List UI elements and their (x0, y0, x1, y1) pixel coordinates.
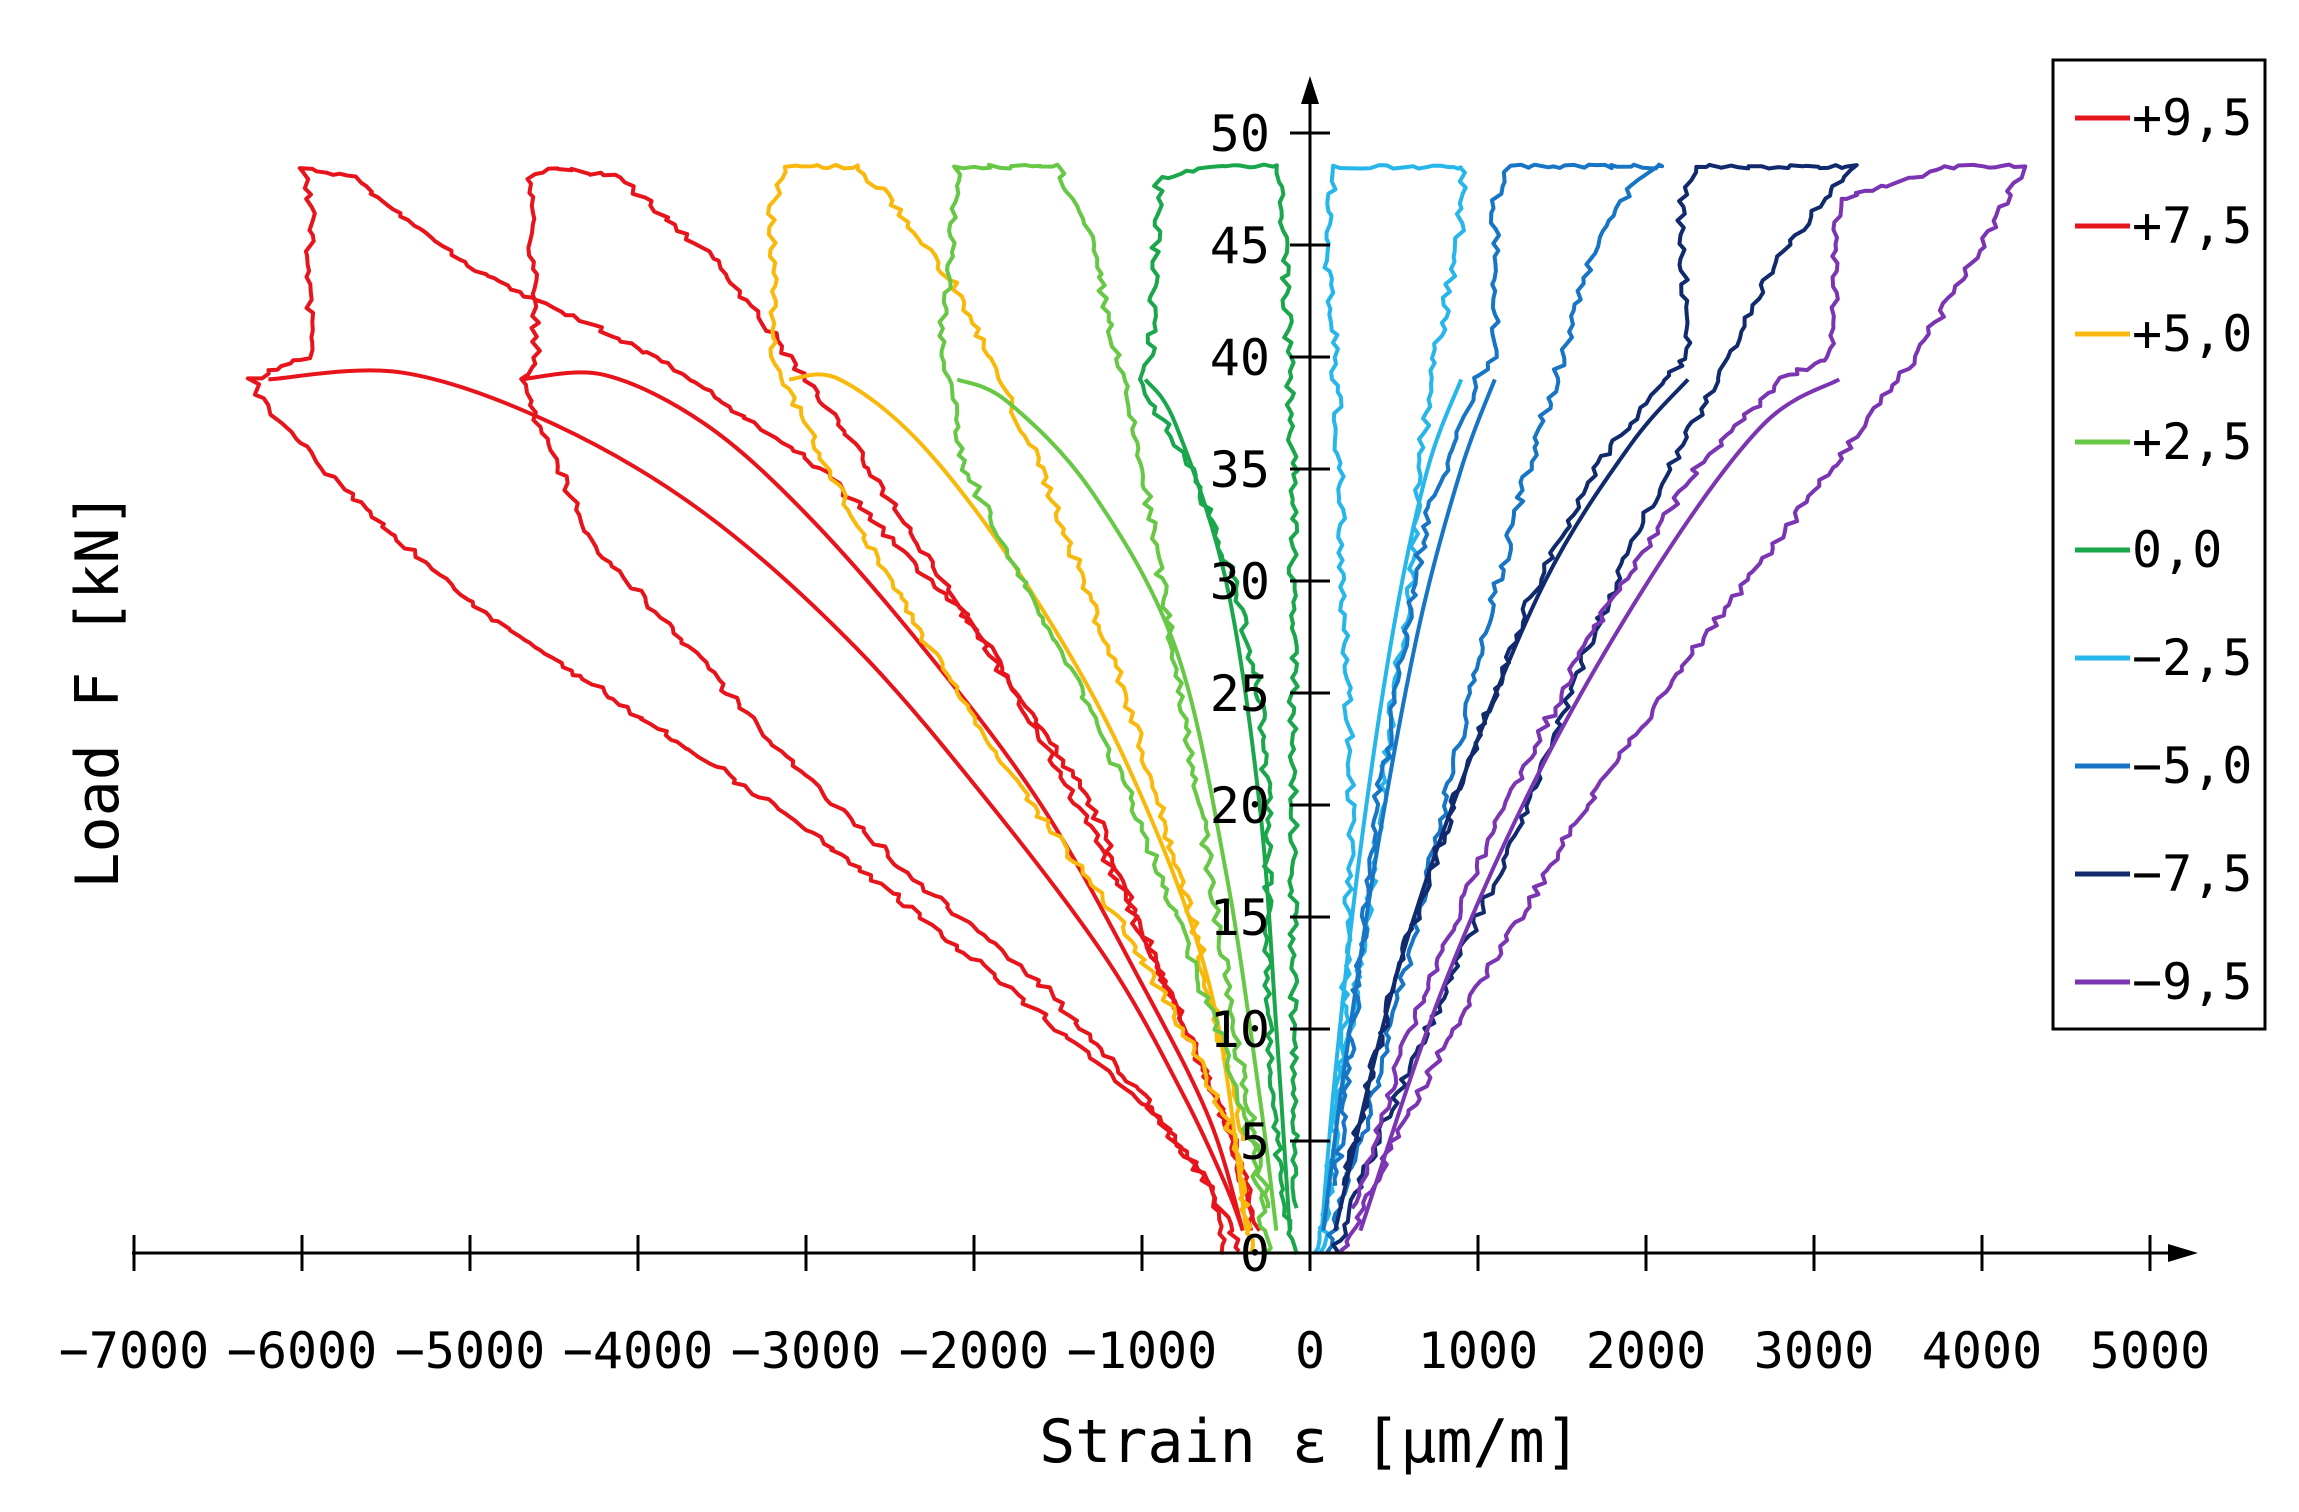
series-2-unloading-line (520, 370, 1245, 1232)
series-1 (245, 166, 1255, 1255)
legend-label: −9,5 (2132, 953, 2252, 1011)
legend-item: +2,5 (2075, 413, 2252, 471)
axis-ticks: −7000 −6000 −5000 −4000 −3000 −2000 −1000 0 1000… (59, 105, 2210, 1380)
x-tick-label: 0 (1295, 1322, 1325, 1380)
x-tick-label: 1000 (1418, 1322, 1538, 1380)
series-4-unloading-line (956, 377, 1279, 1231)
legend-label: −7,5 (2132, 845, 2252, 903)
series-1-loading-line (245, 166, 1255, 1255)
legend-item: −5,0 (2075, 737, 2252, 795)
y-tick-label: 50 (1210, 105, 1270, 163)
series-9-loading-line (1339, 162, 2028, 1253)
y-tick-label: 20 (1210, 777, 1270, 835)
x-axis-arrow (2168, 1244, 2198, 1262)
legend-label: +9,5 (2132, 89, 2252, 147)
series-1-unloading-line (268, 368, 1245, 1232)
x-tick-label: 4000 (1922, 1322, 2042, 1380)
series-8 (1331, 162, 1859, 1254)
legend-label: +7,5 (2132, 197, 2252, 255)
legend-box (2051, 58, 2267, 1031)
series-7 (1321, 162, 1665, 1255)
series-5 (1138, 162, 1300, 1256)
legend-item: +5,0 (2075, 305, 2252, 363)
series-7-unloading-line (1321, 378, 1497, 1231)
series-2-loading-line (519, 166, 1262, 1253)
y-tick-label: 15 (1210, 889, 1270, 947)
y-axis-arrow (1301, 76, 1319, 104)
legend-item: +9,5 (2075, 89, 2252, 147)
series-9-unloading-line (1358, 377, 1841, 1232)
legend-item: −2,5 (2075, 629, 2252, 687)
legend: +9,5 +7,5 +5,0 +2,5 0,0 −2,5 −5,0 −7,5 −9,5 (2051, 58, 2267, 1031)
legend-item: −7,5 (2075, 845, 2252, 903)
legend-label: 0,0 (2132, 521, 2222, 579)
series-2 (519, 166, 1262, 1253)
x-tick-label: 3000 (1754, 1322, 1874, 1380)
y-tick-label: 35 (1210, 441, 1270, 499)
y-tick-label: 30 (1210, 553, 1270, 611)
x-tick-label: −3000 (731, 1322, 882, 1380)
legend-label: +5,0 (2132, 305, 2252, 363)
series-6-unloading-line (1319, 378, 1464, 1231)
x-tick-label: −4000 (563, 1322, 714, 1380)
y-tick-label: 45 (1210, 217, 1270, 275)
y-tick-label: 5 (1240, 1113, 1270, 1171)
y-tick-label: 10 (1210, 1001, 1270, 1059)
series-8-unloading-line (1333, 378, 1690, 1232)
series-5-loading-line (1138, 162, 1300, 1256)
series-5-unloading-line (1143, 378, 1292, 1231)
x-tick-label: 2000 (1586, 1322, 1706, 1380)
legend-item: +7,5 (2075, 197, 2252, 255)
legend-label: −5,0 (2132, 737, 2252, 795)
x-tick-label: −6000 (227, 1322, 378, 1380)
x-axis-title: Strain ε [µm/m] (1039, 1407, 1581, 1477)
y-tick-label: 40 (1210, 329, 1270, 387)
y-tick-label: 0 (1240, 1225, 1270, 1283)
plot-series (245, 162, 2028, 1256)
series-4-loading-line (937, 162, 1273, 1256)
legend-item: −9,5 (2075, 953, 2252, 1011)
series-7-loading-line (1324, 162, 1665, 1255)
y-tick-label: 25 (1210, 665, 1270, 723)
legend-item: 0,0 (2075, 521, 2222, 579)
x-tick-label: 5000 (2090, 1322, 2210, 1380)
x-tick-label: −7000 (59, 1322, 210, 1380)
axes (132, 76, 2198, 1262)
series-9 (1339, 162, 2028, 1253)
x-tick-label: −5000 (395, 1322, 546, 1380)
x-tick-label: −2000 (899, 1322, 1050, 1380)
y-axis-title: Load F [kN] (63, 491, 133, 888)
legend-label: −2,5 (2132, 629, 2252, 687)
x-tick-label: −1000 (1067, 1322, 1218, 1380)
series-4 (937, 162, 1279, 1256)
series-3-loading-line (766, 162, 1255, 1255)
legend-label: +2,5 (2132, 413, 2252, 471)
series-8-loading-line (1331, 162, 1859, 1254)
